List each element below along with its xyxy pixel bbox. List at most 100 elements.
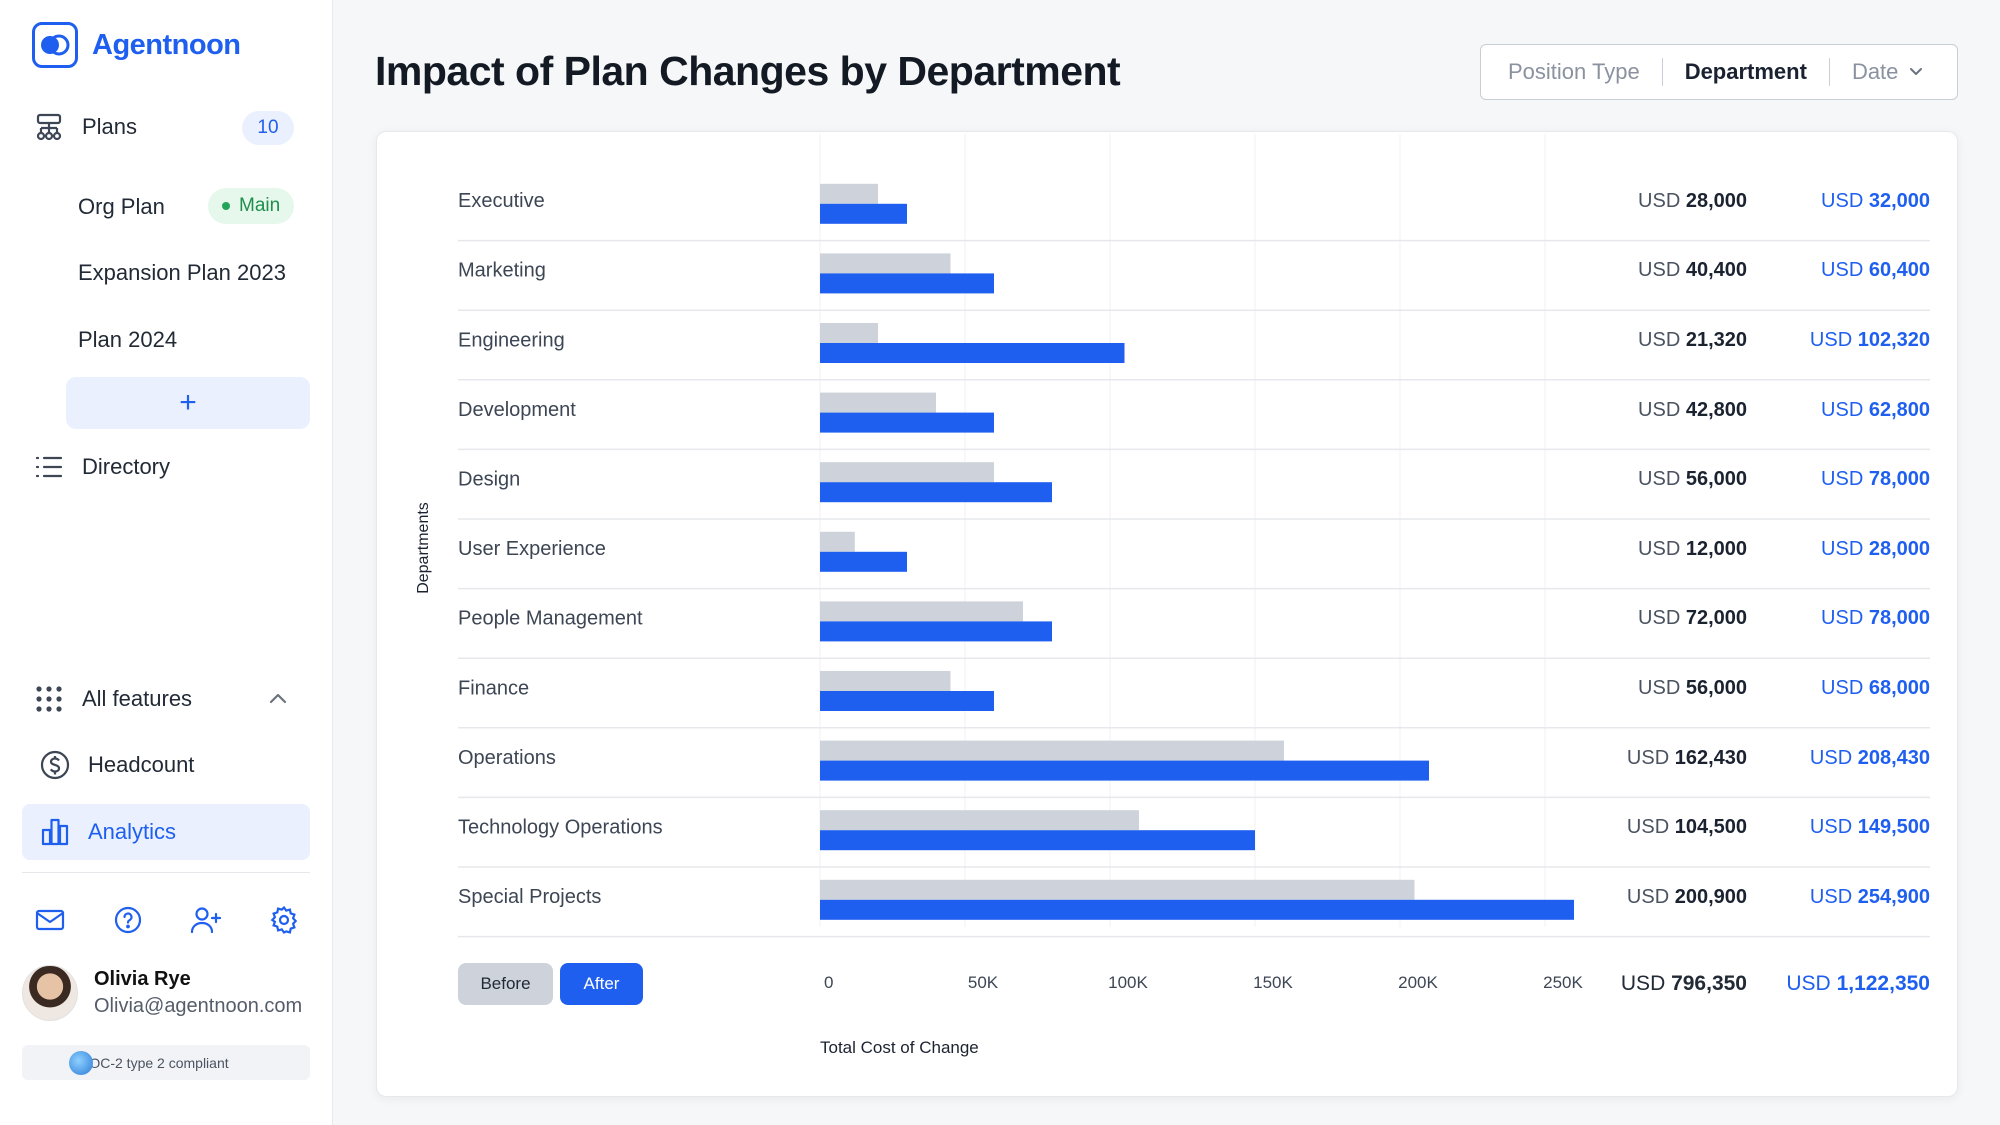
- before-value-label: USD 42,800: [1590, 399, 1747, 422]
- after-currency: USD: [1809, 746, 1858, 769]
- before-currency: USD: [1638, 189, 1686, 212]
- after-value-label: USD 32,000: [1770, 190, 1930, 213]
- after-value-label: USD 78,000: [1770, 607, 1930, 630]
- after-currency: USD: [1809, 329, 1858, 351]
- total-after-currency: USD: [1786, 972, 1831, 995]
- before-currency: USD: [1638, 259, 1686, 282]
- after-value-label: USD 149,500: [1770, 816, 1930, 839]
- before-currency: USD: [1638, 607, 1686, 630]
- nav-all-features[interactable]: All features: [32, 682, 192, 716]
- after-currency: USD: [1821, 398, 1869, 421]
- after-value-label: USD 208,430: [1770, 747, 1930, 770]
- nav-directory-label: Directory: [82, 454, 171, 479]
- bar-after: [820, 482, 1052, 503]
- before-amount: 42,800: [1685, 398, 1747, 421]
- bar-before: [820, 601, 1023, 622]
- after-value-label: USD 28,000: [1770, 538, 1930, 561]
- before-currency: USD: [1638, 537, 1686, 560]
- after-currency: USD: [1821, 189, 1869, 212]
- add-user-icon[interactable]: [190, 904, 222, 936]
- nav-headcount-label: Headcount: [88, 752, 195, 777]
- category-label: Finance: [458, 677, 529, 699]
- after-amount: 62,800: [1868, 398, 1930, 421]
- plans-count-badge: 10: [242, 111, 294, 145]
- category-label: Development: [458, 399, 576, 421]
- bar-after: [820, 691, 994, 711]
- bar-after: [820, 551, 907, 572]
- before-value-label: USD 12,000: [1590, 538, 1747, 561]
- nav-analytics[interactable]: Analytics: [38, 815, 176, 849]
- before-amount: 162,430: [1674, 746, 1747, 769]
- plan-item-expansion-2023[interactable]: Expansion Plan 2023: [78, 260, 286, 285]
- mail-icon[interactable]: [34, 904, 66, 936]
- bar-before: [820, 323, 878, 343]
- filter-divider: [1661, 58, 1663, 86]
- category-label: Engineering: [458, 329, 565, 351]
- bar-before: [820, 671, 951, 691]
- category-label: Special Projects: [458, 886, 601, 908]
- before-value-label: USD 21,320: [1590, 329, 1747, 352]
- bar-after: [820, 412, 994, 433]
- nav-plans-label: Plans: [82, 114, 138, 139]
- app-logo[interactable]: Agentnoon: [32, 22, 241, 68]
- nav-headcount[interactable]: Headcount: [38, 748, 194, 782]
- category-label: Design: [458, 468, 520, 490]
- x-tick-label: 100K: [1108, 973, 1148, 992]
- chevron-down-icon: [1908, 66, 1924, 78]
- category-label: User Experience: [458, 538, 606, 560]
- before-amount: 56,000: [1685, 468, 1747, 491]
- grid-dots-icon: [32, 682, 66, 716]
- filter-department[interactable]: Department: [1684, 59, 1807, 84]
- nav-all-features-label: All features: [82, 686, 193, 711]
- bar-before: [820, 531, 855, 552]
- list-icon: [32, 450, 66, 484]
- help-icon[interactable]: [112, 904, 144, 936]
- before-value-label: USD 56,000: [1590, 677, 1747, 700]
- settings-gear-icon[interactable]: [268, 904, 300, 936]
- sidebar-divider: [22, 872, 310, 873]
- total-before-currency: USD: [1620, 972, 1666, 995]
- sidebar: Agentnoon Plans 10 Org Plan Main Expansi…: [0, 0, 333, 1125]
- after-amount: 68,000: [1868, 677, 1930, 699]
- bar-after: [820, 273, 994, 294]
- bar-before: [820, 740, 1284, 761]
- bar-before: [820, 253, 951, 274]
- filter-date[interactable]: Date: [1830, 45, 1924, 99]
- total-before-value: 796,350: [1671, 972, 1747, 995]
- bar-after: [820, 830, 1255, 851]
- before-amount: 40,400: [1685, 259, 1747, 282]
- utility-icons: [34, 904, 300, 936]
- org-chart-icon: [32, 110, 66, 144]
- filter-date-label: Date: [1851, 59, 1899, 84]
- nav-analytics-active-bg: [22, 804, 310, 860]
- after-value-label: USD 78,000: [1770, 468, 1930, 491]
- nav-directory[interactable]: Directory: [32, 450, 170, 484]
- legend-before-button[interactable]: Before: [458, 963, 553, 1005]
- before-value-label: USD 40,400: [1590, 259, 1747, 282]
- user-email: Olivia@agentnoon.com: [94, 995, 303, 1017]
- bar-before: [820, 879, 1415, 900]
- before-amount: 28,000: [1685, 189, 1747, 212]
- after-amount: 102,320: [1857, 329, 1930, 351]
- after-currency: USD: [1809, 885, 1858, 908]
- plan-item-2024[interactable]: Plan 2024: [78, 327, 178, 352]
- after-currency: USD: [1821, 468, 1869, 491]
- add-plan-button[interactable]: +: [66, 377, 310, 429]
- chevron-up-icon[interactable]: [266, 688, 290, 713]
- legend-after-button[interactable]: After: [560, 963, 643, 1005]
- plan-item-org-plan[interactable]: Org Plan: [78, 194, 165, 219]
- user-profile[interactable]: Olivia Rye Olivia@agentnoon.com: [22, 965, 302, 1021]
- status-dot-icon: [222, 202, 230, 210]
- after-value-label: USD 68,000: [1770, 677, 1930, 700]
- total-after: USD 1,122,350: [1770, 972, 1930, 996]
- nav-plans[interactable]: Plans: [32, 110, 137, 144]
- bar-after: [820, 760, 1429, 781]
- after-amount: 149,500: [1857, 816, 1930, 839]
- after-amount: 78,000: [1868, 468, 1930, 491]
- before-currency: USD: [1626, 816, 1675, 839]
- after-amount: 60,400: [1868, 259, 1930, 282]
- filter-position-type[interactable]: Position Type: [1508, 59, 1640, 84]
- after-amount: 32,000: [1868, 189, 1930, 212]
- after-value-label: USD 254,900: [1770, 886, 1930, 909]
- compliance-badge: SOC-2 type 2 compliant: [22, 1045, 310, 1080]
